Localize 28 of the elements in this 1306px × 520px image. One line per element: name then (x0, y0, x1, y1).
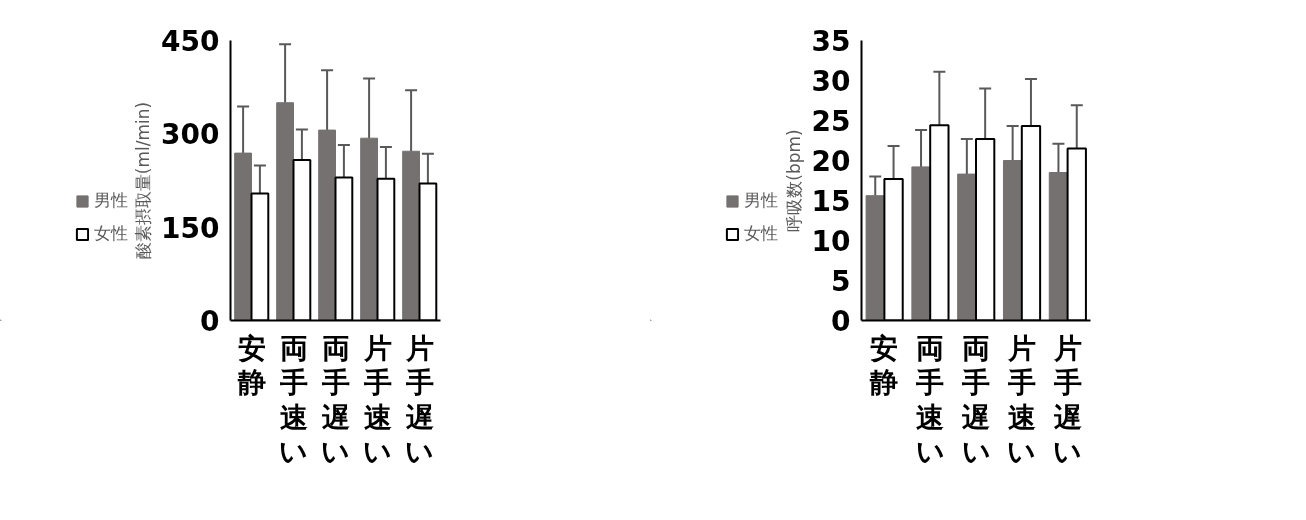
legend-label: 女性 (94, 222, 128, 245)
x-tick-label: 片手速い (362, 331, 392, 469)
y-tick-label: 0 (200, 305, 220, 338)
x-tick-label: 両手遅い (961, 331, 991, 469)
y-tick-label: 150 (161, 211, 220, 245)
legend-label: 男性 (744, 189, 778, 212)
y-tick-label: 15 (811, 185, 851, 218)
y-tick-label: 25 (811, 105, 851, 138)
x-tick-label: 両手速い (915, 331, 945, 469)
y-tick-label: 5 (831, 265, 851, 298)
x-tick-label: 安静 (869, 331, 899, 400)
y-tick-label: 30 (811, 65, 851, 98)
y-axis-title: 酸素摂取量(ml/min) (133, 101, 154, 260)
y-tick-label: 450 (161, 25, 220, 58)
y-tick-label: 35 (811, 25, 851, 58)
x-tick-label: 両手速い (278, 331, 308, 469)
legend-label: 女性 (744, 222, 778, 245)
x-tick-label: 片手速い (1006, 331, 1037, 469)
y-tick-label: 0 (831, 305, 851, 338)
y-tick-label: 300 (161, 118, 220, 152)
x-tick-label: 片手遅い (404, 331, 434, 469)
legend-label: 男性 (94, 189, 128, 212)
x-tick-label: 片手遅い (1052, 331, 1083, 469)
x-tick-label: 両手遅い (320, 331, 350, 469)
x-tick-label: 安静 (236, 331, 266, 400)
y-tick-label: 20 (811, 145, 851, 178)
y-axis-title: 呼吸数(bpm) (783, 129, 804, 232)
y-tick-label: 10 (811, 225, 851, 258)
